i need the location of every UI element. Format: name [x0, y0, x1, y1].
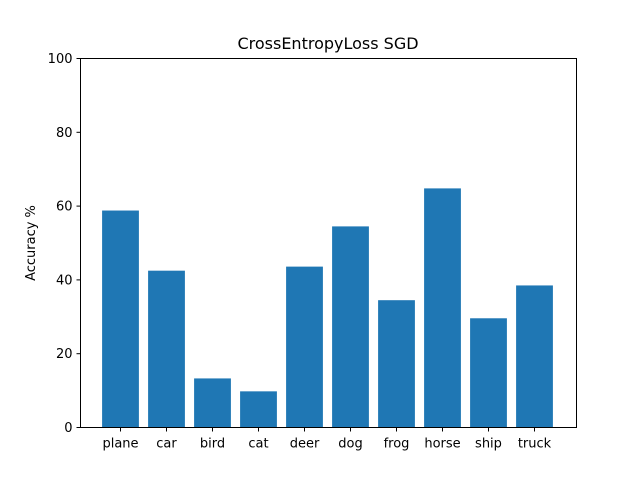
- x-tick-label-deer: deer: [290, 437, 320, 452]
- y-tick-label-80: 80: [56, 126, 73, 141]
- y-tick-label-40: 40: [56, 273, 73, 288]
- bar-frog: [378, 300, 415, 428]
- chart-title: CrossEntropyLoss SGD: [237, 34, 418, 53]
- x-tick-label-dog: dog: [338, 437, 362, 452]
- x-tick-label-plane: plane: [102, 437, 138, 452]
- bar-deer: [286, 266, 323, 428]
- bar-bird: [194, 378, 231, 428]
- bar-group: [102, 188, 553, 428]
- y-tick-label-60: 60: [56, 200, 73, 215]
- y-tick-label-0: 0: [64, 421, 72, 436]
- x-tick-label-ship: ship: [475, 437, 502, 452]
- x-tick-label-horse: horse: [424, 437, 460, 452]
- y-axis-label: Accuracy %: [24, 205, 39, 281]
- bar-car: [148, 270, 185, 428]
- y-tick-label-20: 20: [56, 347, 73, 362]
- bar-plane: [102, 210, 139, 428]
- x-tick-label-bird: bird: [200, 437, 225, 452]
- x-tick-label-car: car: [156, 437, 177, 452]
- bar-ship: [470, 318, 507, 428]
- y-tick-label-100: 100: [48, 52, 73, 67]
- bar-dog: [332, 226, 369, 428]
- x-tick-label-frog: frog: [384, 437, 410, 452]
- x-tick-label-truck: truck: [518, 437, 552, 452]
- bar-horse: [424, 188, 461, 428]
- plot-frame: [80, 58, 577, 428]
- x-axis-ticks: plane car bird cat deer dog frog horse ship truck: [102, 427, 552, 452]
- bar-cat: [240, 391, 277, 428]
- x-tick-label-cat: cat: [248, 437, 268, 452]
- bar-truck: [516, 285, 553, 428]
- y-axis-ticks: 0 20 40 60 80 100: [48, 52, 81, 436]
